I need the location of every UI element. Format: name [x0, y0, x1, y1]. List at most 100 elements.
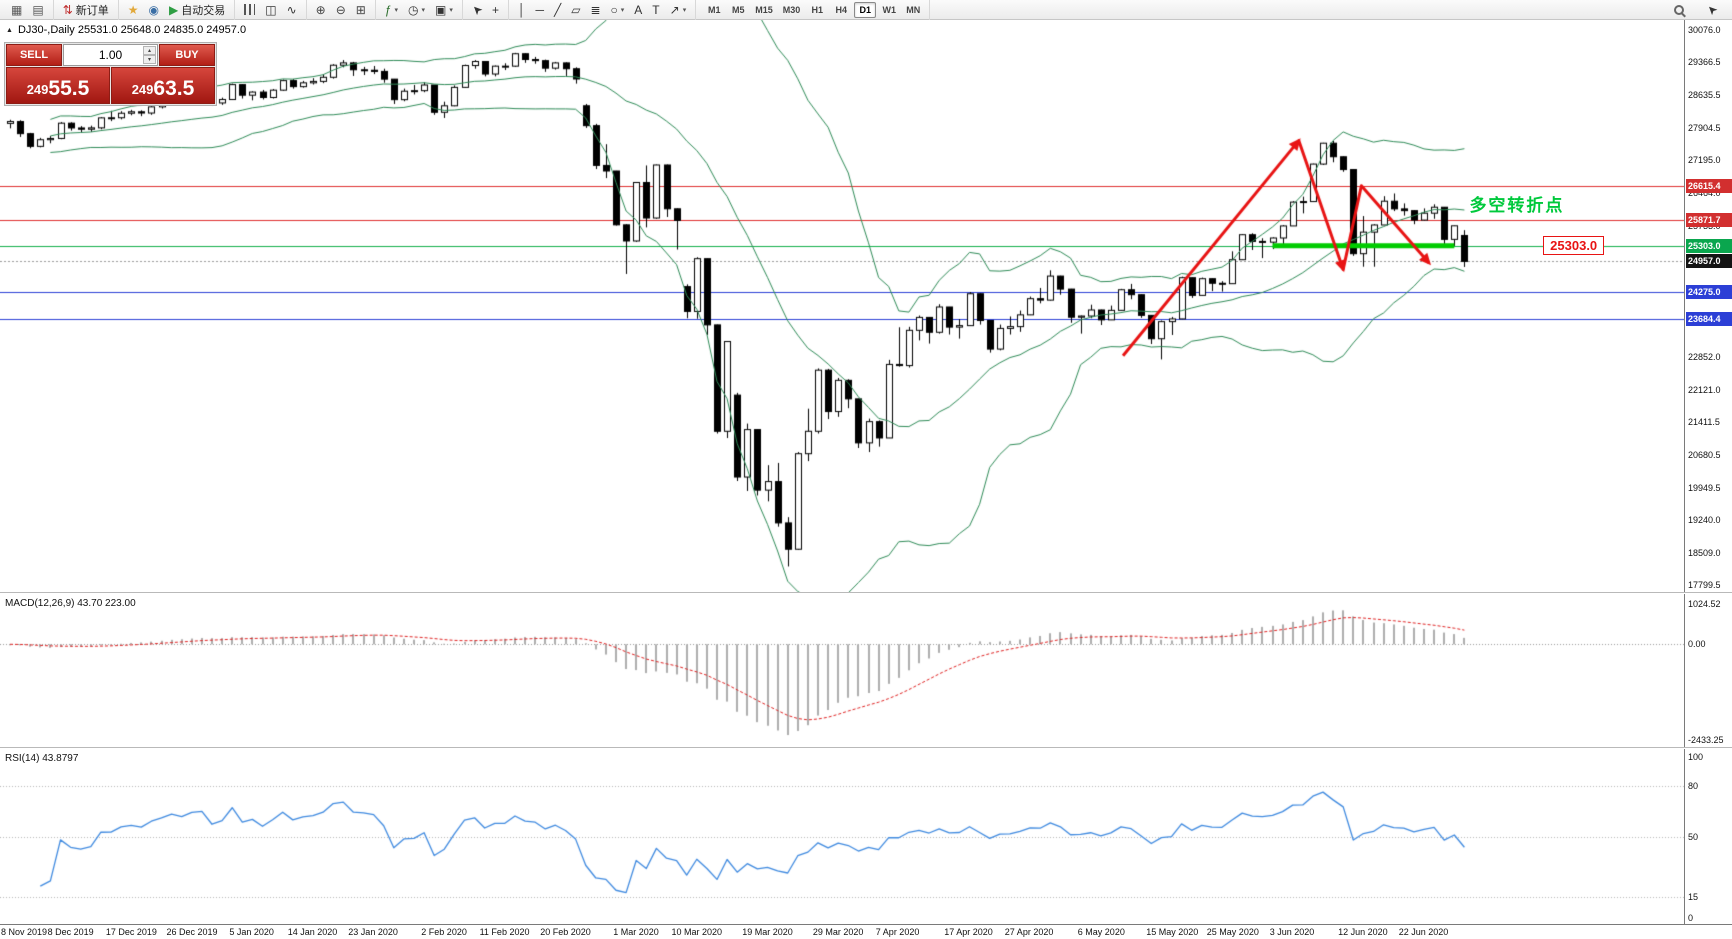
text-icon: A	[634, 2, 643, 17]
time-axis[interactable]: 8 Nov 2019 8 Dec 2019 17 Dec 2019 26 Dec 20…	[0, 924, 1732, 939]
toolbar-group: ▦ ▤	[2, 0, 54, 20]
price-tick-label: 18509.0	[1688, 547, 1721, 558]
line-chart-mode-icon: ∿	[286, 2, 297, 17]
vertical-line-button[interactable]: │	[513, 1, 531, 19]
sell-button[interactable]: SELL	[6, 44, 62, 66]
price-big-digits: 55.5	[48, 77, 90, 100]
new-order-button[interactable]: ⇅ 新订单	[58, 1, 114, 19]
zoom-in-button[interactable]: ⊕	[311, 1, 331, 19]
volume-value: 1.00	[98, 48, 123, 62]
templates-button[interactable]: ▣ ▾	[430, 1, 458, 19]
price-big-digits: 63.5	[153, 77, 195, 100]
resistance-line-1-tag: 26615.4	[1686, 179, 1732, 194]
crosshair-button[interactable]: +	[487, 1, 504, 19]
support-line-blue-2-tag: 23684.4	[1686, 311, 1732, 326]
macd-pane-splitter[interactable]	[0, 592, 1732, 594]
grid-button[interactable]: ⊞	[351, 1, 371, 19]
text-button[interactable]: A	[629, 1, 647, 19]
timeframe-w1-button[interactable]: W1	[882, 4, 897, 15]
toolbar: ▦ ▤ ⇅ 新订单 ★ ◉ ▶ 自动交易 ◫ ∿ ⊕ ⊖ ⊞ ƒ ▾ ◷ ▾ ▣ ▾ ➤ + │ ─ ╱ ▱ ≣ ○ ▾ A T ↗ ▾ M1…	[0, 0, 1732, 20]
price-tick-label: 29366.5	[1688, 57, 1721, 68]
search-button[interactable]	[1669, 1, 1692, 19]
zoom-out-button[interactable]: ⊖	[331, 1, 351, 19]
time-axis-label: 7 Apr 2020	[875, 927, 920, 937]
line-chart-mode-button[interactable]: ∿	[282, 1, 302, 19]
time-axis-label: 1 Mar 2020	[613, 927, 659, 937]
shapes-button[interactable]: ○ ▾	[606, 1, 630, 19]
time-axis-label: 22 Jun 2020	[1398, 927, 1449, 937]
favorites-button[interactable]: ★	[123, 1, 144, 19]
trendline-button[interactable]: ╱	[549, 1, 566, 19]
cursor-button[interactable]: ➤	[467, 1, 487, 19]
candlestick-mode-button[interactable]: ◫	[260, 1, 281, 19]
buy-price-display[interactable]: 249 63.5	[111, 67, 215, 104]
vertical-line-icon: │	[517, 2, 526, 17]
caret-down-icon: ▾	[682, 6, 687, 14]
profiles-button[interactable]: ▤	[27, 1, 48, 19]
time-axis-label: 29 Mar 2020	[812, 927, 864, 937]
text-label-button[interactable]: T	[647, 1, 664, 19]
pointer-icon: ➤	[1703, 0, 1721, 19]
timeframe-mn-button[interactable]: MN	[906, 4, 921, 15]
price-tick-label: 27904.5	[1688, 123, 1721, 134]
volume-decrease-button[interactable]: ▾	[143, 55, 156, 64]
data-window-button[interactable]: ◉	[144, 1, 164, 19]
toolbar-group: ⇅ 新订单	[54, 0, 119, 20]
caret-down-icon: ▾	[421, 6, 426, 14]
time-axis-label: 25 May 2020	[1206, 927, 1259, 937]
toolbar-group: ƒ ▾ ◷ ▾ ▣ ▾	[376, 0, 463, 20]
volume-field[interactable]: 1.00 ▴ ▾	[63, 44, 158, 66]
auto-trading-icon: ▶	[169, 2, 179, 17]
timeframe-h4-button[interactable]: H4	[835, 4, 847, 15]
volume-increase-button[interactable]: ▴	[143, 46, 156, 55]
sell-price-display[interactable]: 249 55.5	[6, 67, 110, 104]
time-axis-label: 15 May 2020	[1146, 927, 1199, 937]
timeframe-h1-button[interactable]: H1	[811, 4, 823, 15]
rsi-pane-splitter[interactable]	[0, 747, 1732, 749]
price-tick-label: 19949.5	[1688, 482, 1721, 493]
price-axis[interactable]: 30076.029366.528635.527904.527195.026464…	[1684, 20, 1732, 924]
timeframe-m1-button[interactable]: M1	[707, 4, 721, 15]
bar-chart-mode-button[interactable]	[239, 1, 260, 19]
pointer-button[interactable]: ➤	[1702, 1, 1722, 19]
time-axis-label: 8 Nov 2019	[1, 927, 48, 937]
timeframe-m30-button[interactable]: M30	[782, 4, 801, 15]
rsi-axis-label: 15	[1688, 891, 1699, 902]
time-axis-label: 12 Jun 2020	[1338, 927, 1388, 937]
price-level-annotation: 25303.0	[1543, 235, 1605, 255]
macd-indicator-label: MACD(12,26,9) 43.70 223.00	[5, 598, 136, 609]
time-axis-label: 27 Apr 2020	[1004, 927, 1054, 937]
toolbar-group: │ ─ ╱ ▱ ≣ ○ ▾ A T ↗ ▾	[509, 0, 697, 20]
macd-axis-label: -2433.25	[1688, 735, 1724, 745]
periods-icon: ◷	[408, 2, 419, 17]
one-click-collapse-icon[interactable]: ▲	[6, 26, 13, 34]
indicators-button[interactable]: ƒ ▾	[380, 1, 403, 19]
periods-button[interactable]: ◷ ▾	[403, 1, 430, 19]
arrows-button[interactable]: ↗ ▾	[665, 1, 692, 19]
channel-button[interactable]: ▱	[566, 1, 585, 19]
timeframe-d1-button[interactable]: D1	[854, 1, 877, 18]
new-chart-button[interactable]: ▦	[6, 1, 27, 19]
macd-axis-label: 0.00	[1688, 639, 1706, 650]
timeframe-m5-button[interactable]: M5	[731, 4, 745, 15]
time-axis-label: 11 Feb 2020	[479, 927, 530, 937]
price-tick-label: 17799.5	[1688, 580, 1721, 590]
horizontal-line-button[interactable]: ─	[530, 1, 549, 19]
toolbar-group: ➤ +	[463, 0, 509, 20]
templates-icon: ▣	[435, 2, 447, 17]
fibonacci-button[interactable]: ≣	[585, 1, 605, 19]
new-chart-icon: ▦	[11, 2, 23, 17]
auto-trading-button[interactable]: ▶ 自动交易	[164, 1, 230, 19]
new-order-icon: ⇅	[62, 2, 73, 17]
price-tick-label: 19240.0	[1688, 514, 1721, 525]
rsi-axis-label: 50	[1688, 832, 1699, 842]
buy-button[interactable]: BUY	[159, 44, 215, 66]
support-line-green-tag: 25303.0	[1686, 238, 1732, 253]
time-axis-label: 19 Mar 2020	[742, 927, 793, 937]
price-small-digits: 249	[131, 82, 154, 97]
caret-down-icon: ▾	[394, 6, 399, 14]
timeframe-m15-button[interactable]: M15	[755, 4, 773, 15]
price-tick-label: 30076.0	[1688, 24, 1721, 35]
